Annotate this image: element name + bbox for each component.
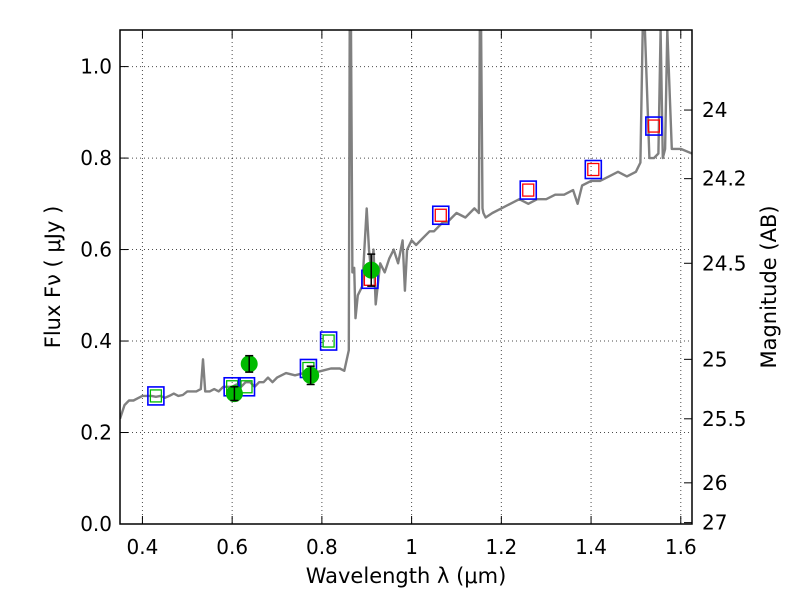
y2-tick-label: 24.2	[702, 167, 747, 191]
markers	[147, 116, 663, 406]
x-axis-label: Wavelength λ (μm)	[306, 564, 507, 588]
x-tick-label: 1	[405, 535, 418, 559]
y-tick-label: 0.0	[80, 512, 112, 536]
optical-model-flux-inner-box	[322, 334, 335, 348]
optical-model-flux-inner-box	[149, 389, 163, 403]
y-tick-label: 0.4	[80, 329, 112, 353]
ir-model-flux-inner-box	[587, 162, 600, 177]
y2-tick-label: 25	[702, 347, 727, 371]
x-tick-label: 0.8	[306, 535, 338, 559]
ir-model-flux-outer-box	[584, 159, 603, 180]
x-tick-label: 1.4	[575, 535, 607, 559]
optical-model-flux-outer-box	[319, 331, 338, 351]
y2-tick-label: 27	[702, 511, 727, 535]
ir-model-flux-inner-box	[434, 208, 447, 222]
ir-model-flux-outer-box	[519, 180, 538, 200]
y2-tick-label: 25.5	[702, 407, 747, 431]
optical-model-flux-outer-box	[147, 386, 165, 406]
x-tick-label: 1.6	[665, 535, 697, 559]
y2-axis-label: Magnitude (AB)	[757, 205, 781, 368]
y-tick-label: 1.0	[80, 55, 112, 79]
model-sed-line	[120, 30, 692, 420]
x-tick-label: 1.2	[485, 535, 517, 559]
y2-tick-label: 24	[702, 98, 727, 122]
ticks: 0.4 0.6 0.8 1 1.2 1.4 1.6 0.0 0.2 0.4 0.6 0.8 1.0 27 2…	[80, 30, 747, 559]
ir-model-flux-inner-box	[522, 183, 535, 197]
x-tick-label: 0.6	[216, 535, 248, 559]
model-sed-series	[120, 30, 692, 420]
y-tick-label: 0.8	[80, 146, 112, 170]
y2-tick-label: 26	[702, 471, 727, 495]
y2-tick-label: 24.5	[702, 251, 747, 275]
y-tick-label: 0.6	[80, 238, 112, 262]
ir-model-flux-outer-box	[431, 205, 450, 226]
ir-model-flux-inner-box	[647, 119, 661, 133]
y-tick-label: 0.2	[80, 421, 112, 445]
optical-model-flux-inner-box	[240, 380, 253, 394]
ir-model-flux-outer-box	[645, 116, 663, 136]
y-axis-label: Flux Fν ( μJy )	[41, 206, 65, 349]
plot-frame	[119, 29, 693, 525]
x-tick-label: 0.4	[127, 535, 159, 559]
